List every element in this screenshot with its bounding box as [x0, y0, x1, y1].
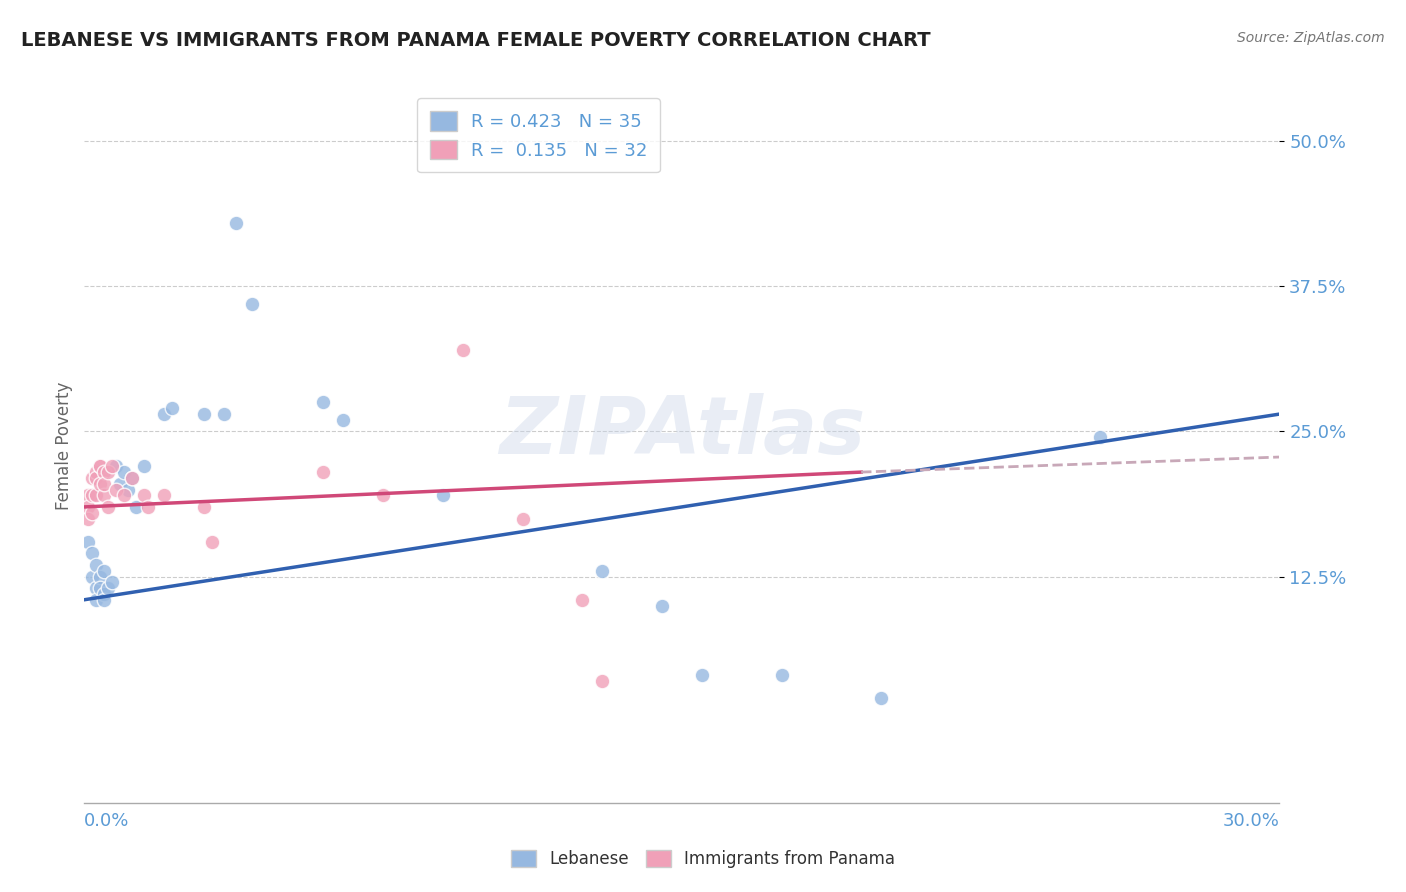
Point: [97, 465, 120, 479]
Point: [105, 459, 128, 474]
Point: [86, 592, 108, 607]
Point: [870, 691, 893, 706]
Point: [651, 599, 673, 613]
Point: [77, 534, 100, 549]
Point: [86, 471, 108, 485]
Point: [82, 546, 104, 560]
Point: [112, 465, 135, 479]
Text: LEBANESE VS IMMIGRANTS FROM PANAMA FEMALE POVERTY CORRELATION CHART: LEBANESE VS IMMIGRANTS FROM PANAMA FEMAL…: [21, 31, 931, 50]
Point: [136, 500, 159, 514]
Point: [201, 534, 224, 549]
Point: [93, 592, 115, 607]
Legend: Lebanese, Immigrants from Panama: Lebanese, Immigrants from Panama: [505, 843, 901, 875]
Point: [97, 581, 120, 595]
Point: [373, 488, 395, 502]
Point: [82, 506, 104, 520]
Point: [770, 668, 793, 682]
Point: [451, 343, 474, 358]
Point: [153, 407, 176, 421]
Point: [93, 587, 115, 601]
Y-axis label: Female Poverty: Female Poverty: [55, 382, 73, 510]
Point: [93, 476, 115, 491]
Point: [89, 569, 111, 583]
Point: [193, 407, 215, 421]
Point: [101, 575, 124, 590]
Point: [117, 483, 139, 497]
Text: Source: ZipAtlas.com: Source: ZipAtlas.com: [1237, 31, 1385, 45]
Point: [121, 471, 143, 485]
Point: [89, 459, 111, 474]
Text: 30.0%: 30.0%: [1223, 812, 1279, 830]
Point: [125, 500, 148, 514]
Point: [110, 476, 132, 491]
Point: [240, 297, 263, 311]
Text: 0.0%: 0.0%: [84, 812, 129, 830]
Point: [132, 488, 156, 502]
Point: [77, 511, 100, 525]
Point: [312, 465, 335, 479]
Point: [193, 500, 215, 514]
Point: [77, 500, 100, 514]
Point: [89, 581, 111, 595]
Point: [86, 488, 108, 502]
Point: [312, 395, 335, 409]
Point: [1090, 430, 1112, 444]
Point: [105, 483, 128, 497]
Point: [97, 500, 120, 514]
Point: [332, 413, 354, 427]
Point: [153, 488, 176, 502]
Point: [89, 476, 111, 491]
Point: [591, 564, 613, 578]
Point: [225, 216, 247, 230]
Point: [93, 465, 115, 479]
Point: [571, 592, 593, 607]
Point: [690, 668, 713, 682]
Point: [212, 407, 235, 421]
Point: [132, 459, 156, 474]
Text: ZIPAtlas: ZIPAtlas: [499, 392, 865, 471]
Point: [101, 459, 124, 474]
Legend: R = 0.423   N = 35, R =  0.135   N = 32: R = 0.423 N = 35, R = 0.135 N = 32: [418, 98, 659, 172]
Point: [86, 465, 108, 479]
Point: [512, 511, 534, 525]
Point: [82, 569, 104, 583]
Point: [93, 488, 115, 502]
Point: [93, 564, 115, 578]
Point: [112, 488, 135, 502]
Point: [160, 401, 183, 416]
Point: [86, 581, 108, 595]
Point: [86, 558, 108, 572]
Point: [89, 459, 111, 474]
Point: [121, 471, 143, 485]
Point: [591, 673, 613, 688]
Point: [77, 488, 100, 502]
Point: [82, 488, 104, 502]
Point: [432, 488, 454, 502]
Point: [82, 471, 104, 485]
